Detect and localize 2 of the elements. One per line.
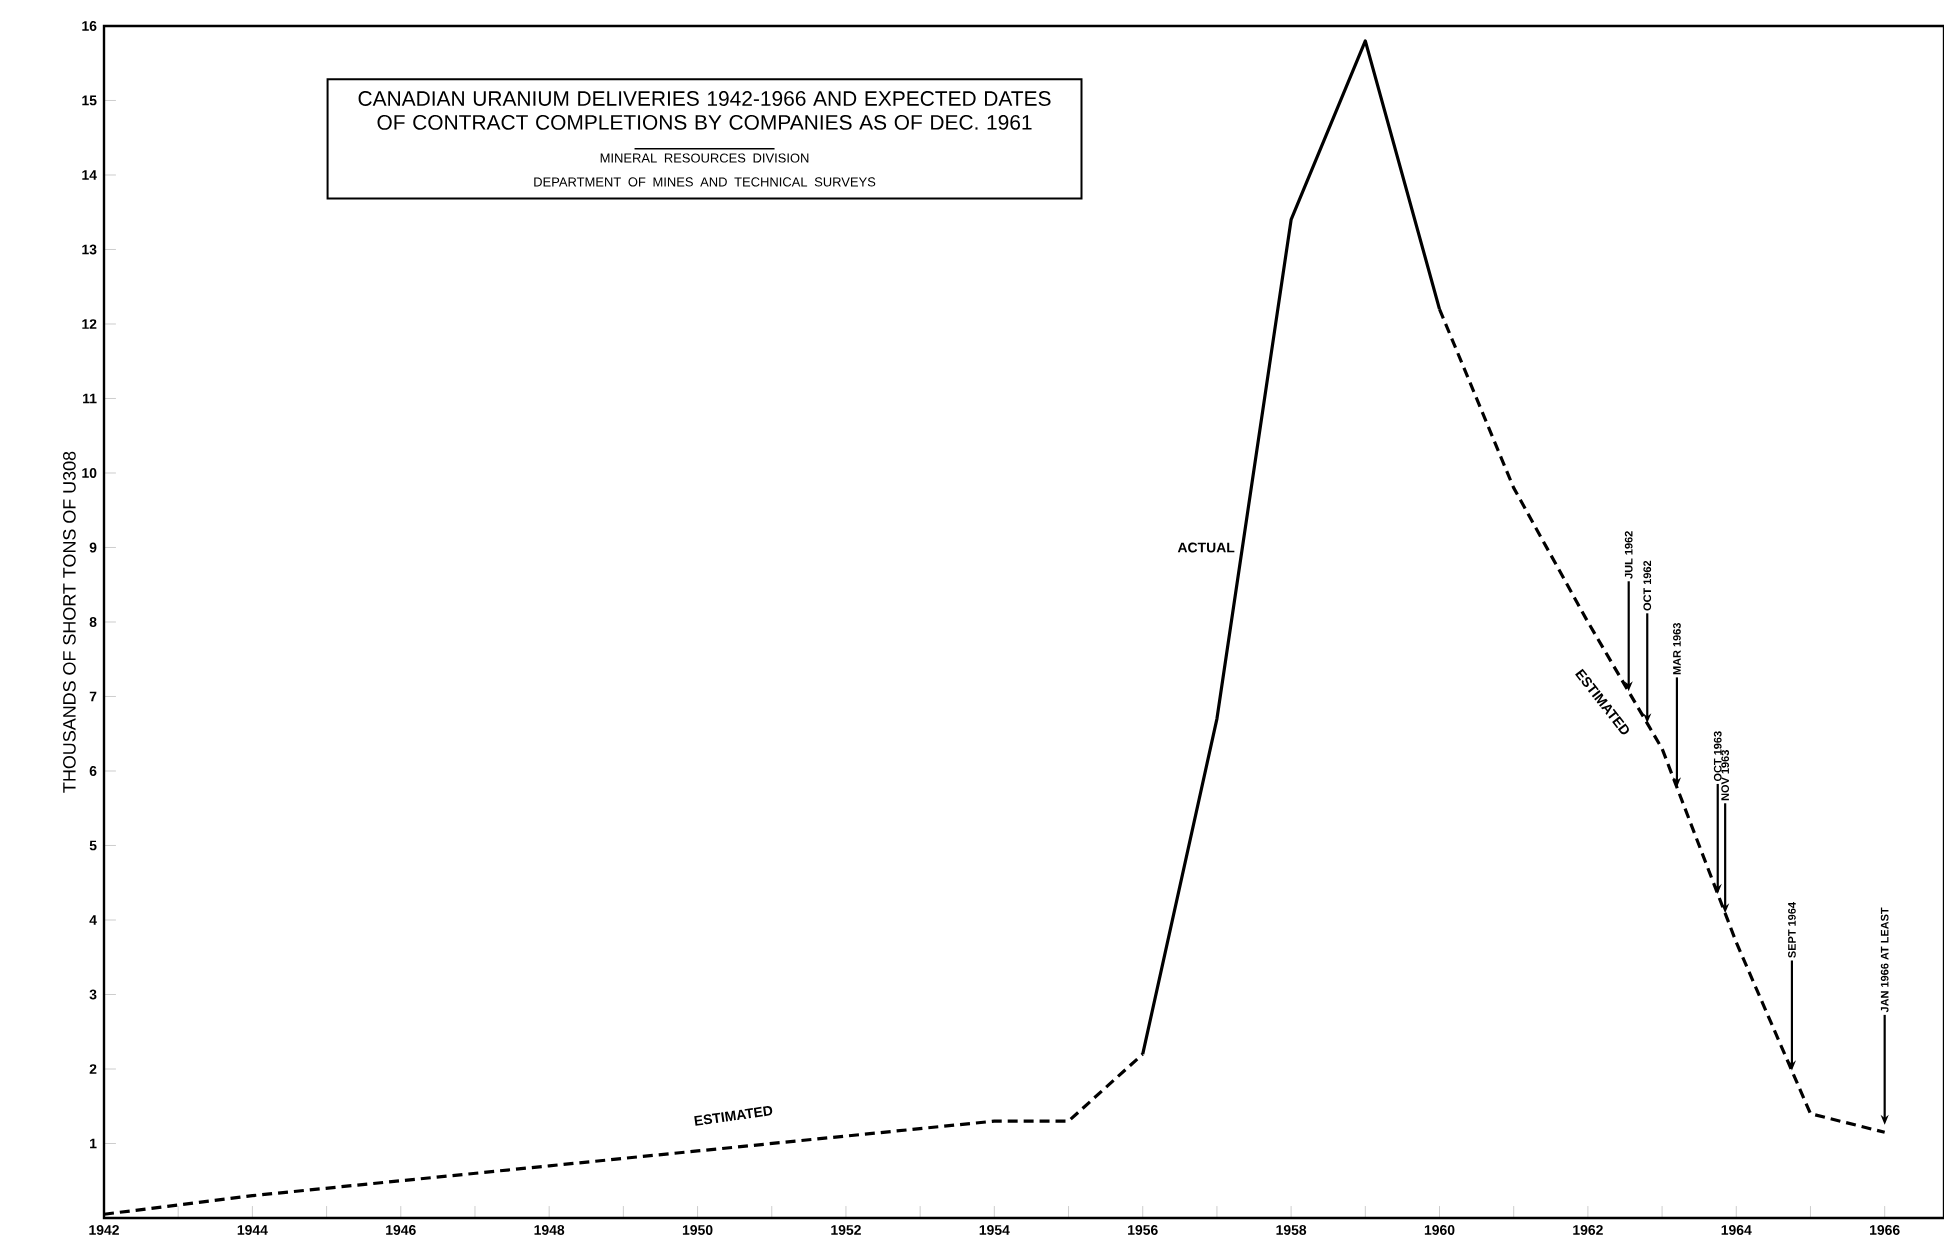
text: CANADIAN URANIUM DELIVERIES 1942-1966 AND EXPECTED DATES OF CONTRACT COMPLETIONS BY COMPANIES AS OF DEC. 1961 bbox=[358, 91, 1051, 130]
y-axis-title: THOUSANDS OF SHORT TONS OF U308 bbox=[63, 451, 76, 793]
